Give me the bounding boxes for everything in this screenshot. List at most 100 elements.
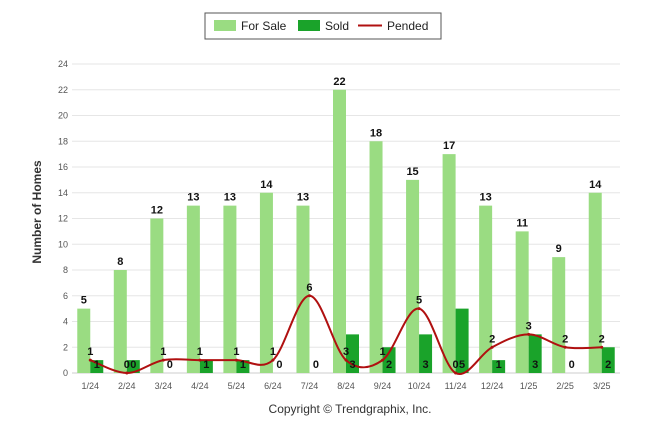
bar-for-sale bbox=[333, 89, 346, 373]
label-sold: 2 bbox=[386, 359, 392, 371]
bar-sold bbox=[492, 360, 506, 373]
pended-line bbox=[88, 294, 604, 375]
label-pended: 1 bbox=[87, 346, 93, 358]
bar-sold bbox=[90, 360, 104, 373]
y-tick-label: 2 bbox=[63, 342, 68, 352]
x-tick-label: 11/24 bbox=[445, 381, 467, 391]
y-tick-label: 16 bbox=[58, 162, 68, 172]
legend-swatch-sold bbox=[298, 20, 320, 31]
bar-sold bbox=[236, 360, 250, 373]
bar-for-sale bbox=[113, 270, 127, 373]
bar-for-sale bbox=[77, 308, 91, 373]
label-for-sale: 14 bbox=[589, 179, 602, 191]
label-pended: 2 bbox=[599, 333, 605, 345]
label-for-sale: 17 bbox=[443, 140, 455, 152]
x-tick-label: 8/24 bbox=[337, 381, 355, 391]
y-axis-label: Number of Homes bbox=[30, 160, 44, 264]
bar-sold bbox=[419, 334, 433, 373]
point-pended bbox=[490, 345, 494, 349]
label-sold: 3 bbox=[349, 359, 355, 371]
label-pended: 1 bbox=[379, 346, 385, 358]
label-for-sale: 14 bbox=[260, 179, 273, 191]
bar-for-sale bbox=[296, 205, 310, 373]
label-for-sale: 13 bbox=[224, 192, 236, 204]
label-for-sale: 13 bbox=[187, 192, 199, 204]
bar-for-sale bbox=[150, 218, 164, 373]
point-pended bbox=[307, 294, 311, 298]
point-pended bbox=[527, 332, 531, 336]
legend-label-sold: Sold bbox=[325, 19, 349, 33]
x-tick-label: 1/25 bbox=[520, 381, 538, 391]
point-pended bbox=[198, 358, 202, 362]
bars bbox=[77, 89, 615, 373]
label-sold: 0 bbox=[569, 359, 575, 371]
label-pended: 1 bbox=[160, 346, 166, 358]
y-tick-label: 8 bbox=[63, 265, 68, 275]
y-tick-label: 0 bbox=[63, 368, 68, 378]
copyright-text: Copyright © Trendgraphix, Inc. bbox=[269, 402, 432, 416]
x-axis-ticks: 1/24 2/24 3/24 4/24 5/24 6/24 7/24 8/24 9/24 10/2… bbox=[82, 381, 611, 391]
label-pended: 2 bbox=[562, 333, 568, 345]
bar-for-sale bbox=[442, 154, 456, 373]
point-pended bbox=[563, 345, 567, 349]
bar-sold bbox=[382, 347, 396, 373]
bar-for-sale bbox=[479, 205, 493, 373]
bar-for-sale bbox=[223, 205, 237, 373]
label-for-sale: 12 bbox=[151, 205, 163, 217]
legend-box bbox=[204, 12, 442, 40]
x-tick-label: 2/25 bbox=[556, 381, 574, 391]
label-sold: 1 bbox=[240, 359, 246, 371]
label-pended: 0 bbox=[453, 359, 459, 371]
label-sold: 3 bbox=[423, 359, 429, 371]
y-tick-label: 10 bbox=[58, 239, 68, 249]
label-pended: 2 bbox=[489, 333, 495, 345]
label-sold: 5 bbox=[459, 359, 465, 371]
label-pended: 1 bbox=[270, 346, 276, 358]
bar-for-sale bbox=[515, 231, 529, 373]
label-pended: 1 bbox=[233, 346, 239, 358]
bar-sold bbox=[126, 360, 140, 373]
bar-for-sale bbox=[552, 257, 566, 373]
label-sold: 1 bbox=[94, 359, 100, 371]
bar-for-sale bbox=[186, 205, 200, 373]
y-tick-label: 24 bbox=[58, 59, 68, 69]
label-for-sale: 22 bbox=[333, 76, 345, 88]
x-tick-label: 4/24 bbox=[191, 381, 209, 391]
label-sold: 1 bbox=[496, 359, 502, 371]
label-pended: 5 bbox=[416, 295, 422, 307]
label-sold: 3 bbox=[532, 359, 538, 371]
legend-swatch-for-sale bbox=[214, 20, 236, 31]
label-pended: 3 bbox=[343, 346, 349, 358]
legend-label-for-sale: For Sale bbox=[241, 19, 287, 33]
bar-sold bbox=[601, 347, 615, 373]
bar-for-sale bbox=[259, 192, 273, 373]
point-pended bbox=[161, 358, 165, 362]
point-pended bbox=[600, 345, 604, 349]
x-tick-label: 3/25 bbox=[593, 381, 611, 391]
point-pended bbox=[454, 371, 458, 375]
y-tick-label: 14 bbox=[58, 188, 68, 198]
y-tick-label: 20 bbox=[58, 111, 68, 121]
x-tick-label: 7/24 bbox=[301, 381, 319, 391]
label-pended: 0 bbox=[124, 359, 130, 371]
label-for-sale: 8 bbox=[117, 256, 123, 268]
x-tick-label: 1/24 bbox=[82, 381, 100, 391]
point-pended bbox=[417, 307, 421, 311]
y-tick-label: 6 bbox=[63, 291, 68, 301]
label-for-sale: 13 bbox=[480, 192, 492, 204]
legend: For Sale Sold Pended bbox=[204, 12, 442, 40]
x-tick-label: 9/24 bbox=[374, 381, 392, 391]
bar-for-sale bbox=[369, 141, 383, 373]
bar-for-sale bbox=[406, 179, 420, 373]
point-pended bbox=[271, 358, 275, 362]
point-pended bbox=[381, 358, 385, 362]
y-tick-label: 18 bbox=[58, 136, 68, 146]
y-tick-label: 4 bbox=[63, 317, 68, 327]
bar-for-sale bbox=[588, 192, 602, 373]
point-pended bbox=[344, 358, 348, 362]
x-tick-label: 5/24 bbox=[228, 381, 246, 391]
bar-sold bbox=[528, 334, 542, 373]
label-sold: 2 bbox=[605, 359, 611, 371]
